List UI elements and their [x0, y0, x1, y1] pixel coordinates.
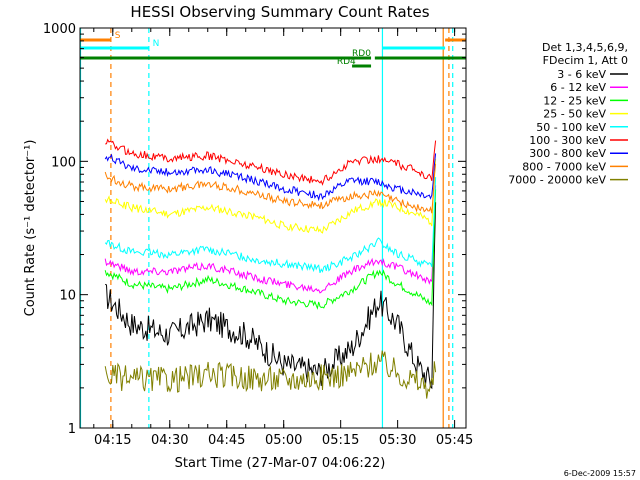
legend-label-6-12-kev: 6 - 12 keV: [550, 81, 606, 94]
legend-label-300-800-kev: 300 - 800 keV: [529, 147, 606, 160]
x-tick-label-0415: 04:15: [94, 433, 131, 448]
y-tick-label-1: 1: [68, 422, 76, 437]
series-line-300-800-kev-kev: [104, 153, 437, 202]
x-tick-label-0430: 04:30: [151, 433, 188, 448]
series-line-3-6-kev-kev: [104, 202, 437, 390]
legend-header-2: FDecim 1, Att 0: [543, 54, 628, 67]
chart-title: HESSI Observing Summary Count Rates: [130, 3, 429, 21]
footer-timestamp: 6-Dec-2009 15:57: [564, 469, 636, 478]
x-tick-label-0445: 04:45: [208, 433, 245, 448]
y-tick-label-1000: 1000: [43, 22, 76, 37]
x-tick-label-0500: 05:00: [265, 433, 302, 448]
flag-rd0-label: RD0: [352, 49, 371, 59]
series-line-100-300-kev-kev: [105, 138, 437, 186]
x-axis-label: Start Time (27-Mar-07 04:06:22): [175, 456, 386, 471]
legend: Det 1,3,4,5,6,9,FDecim 1, Att 03 - 6 keV…: [508, 41, 628, 187]
series-lines: [104, 138, 437, 399]
legend-label-12-25-kev: 12 - 25 keV: [543, 94, 606, 107]
legend-label-25-50-kev: 25 - 50 keV: [543, 108, 606, 121]
x-tick-label-0515: 05:15: [322, 433, 359, 448]
plot-frame: [79, 27, 467, 429]
series-line-800-7000-kev-kev: [104, 163, 437, 214]
flag-n-label: N: [153, 39, 160, 49]
x-tick-label-0530: 05:30: [379, 433, 416, 448]
legend-label-50-100-kev: 50 - 100 keV: [536, 121, 606, 134]
y-tick-label-10: 10: [59, 289, 76, 304]
y-tick-label-100: 100: [51, 155, 76, 170]
legend-label-3-6-kev: 3 - 6 keV: [557, 68, 606, 81]
series-line-25-50-kev-kev: [104, 158, 437, 234]
axis-ticks: 04:15 04:30 04:45 05:00 05:15 05:30 05:45 1 10 10…: [43, 22, 473, 448]
flag-s-label: S: [115, 31, 121, 41]
legend-label-7000-20000-kev: 7000 - 20000 keV: [508, 174, 606, 187]
legend-label-800-7000-kev: 800 - 7000 keV: [522, 160, 606, 173]
flag-rd4-label: RD4: [337, 57, 356, 67]
time-markers: [79, 28, 454, 428]
series-line-50-100-kev-kev: [104, 177, 437, 274]
legend-header-1: Det 1,3,4,5,6,9,: [542, 41, 628, 54]
series-line-12-25-kev-kev: [104, 189, 437, 310]
x-tick-label-0545: 05:45: [436, 433, 473, 448]
series-line-6-12-kev-kev: [104, 185, 437, 294]
series-line-7000-20000-kev-kev: [104, 350, 437, 399]
y-axis-label: Count Rate (s⁻¹ detector⁻¹): [23, 140, 38, 317]
legend-label-100-300-kev: 100 - 300 keV: [529, 134, 606, 147]
